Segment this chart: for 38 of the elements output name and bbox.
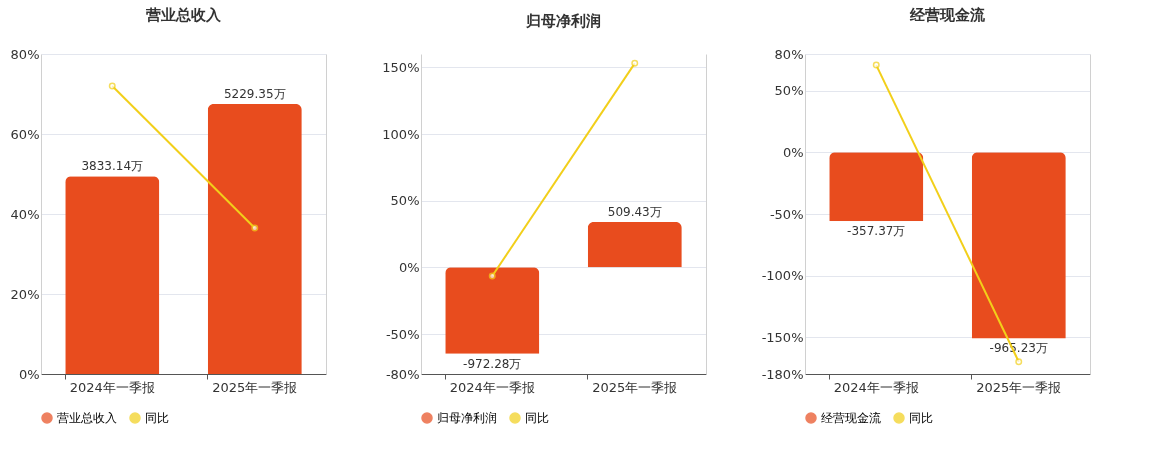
x-tick-label: 2025年一季报 <box>976 379 1062 395</box>
x-tick-label: 2024年一季报 <box>449 379 535 395</box>
y-tick-label: 0% <box>782 144 804 160</box>
chart-title: 归母净利润 <box>525 12 601 30</box>
y-tick-label: 20% <box>10 286 40 302</box>
chart-title: 营业总收入 <box>145 6 222 24</box>
y-tick-label: 80% <box>774 46 804 62</box>
y-tick-label: -50% <box>385 326 420 342</box>
y-tick-label: 100% <box>382 126 420 142</box>
legend-label: 同比 <box>909 411 933 425</box>
chart-title: 经营现金流 <box>909 6 986 24</box>
y-tick-label: 80% <box>10 46 40 62</box>
legend-label: 同比 <box>525 411 549 425</box>
legend-label: 经营现金流 <box>821 411 881 425</box>
y-tick-label: -50% <box>769 206 804 222</box>
y-tick-label: 60% <box>10 126 40 142</box>
data-label: 509.43万 <box>607 205 662 220</box>
legend-label: 同比 <box>145 411 169 425</box>
y-tick-label: 50% <box>390 193 420 209</box>
y-tick-label: 50% <box>774 83 804 99</box>
y-tick-label: -180% <box>761 366 804 382</box>
y-tick-label: -150% <box>761 329 804 345</box>
y-tick-label: -100% <box>761 268 804 284</box>
y-tick-label: -80% <box>385 366 420 382</box>
y-tick-label: 150% <box>382 59 420 75</box>
legend-label: 归母净利润 <box>437 411 497 425</box>
y-tick-label: 0% <box>398 259 420 275</box>
data-label: 5229.35万 <box>223 87 286 102</box>
y-tick-label: 40% <box>10 206 40 222</box>
x-tick-label: 2025年一季报 <box>212 379 298 395</box>
x-tick-label: 2024年一季报 <box>833 379 919 395</box>
x-tick-label: 2024年一季报 <box>69 379 155 395</box>
data-label: -972.28万 <box>463 356 522 371</box>
legend-label: 营业总收入 <box>57 411 117 425</box>
y-tick-label: 0% <box>18 366 40 382</box>
data-label: -357.37万 <box>847 224 906 239</box>
x-tick-label: 2025年一季报 <box>592 379 678 395</box>
data-label: 3833.14万 <box>81 159 144 174</box>
